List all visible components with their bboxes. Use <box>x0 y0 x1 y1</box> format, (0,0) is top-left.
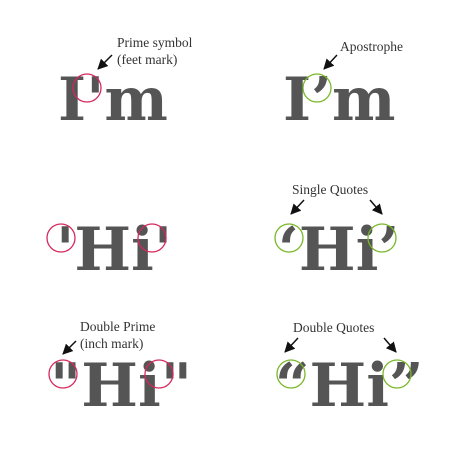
circle-highlight-icon <box>302 73 332 103</box>
word-hi-prime: 'Hi' <box>56 215 173 285</box>
arrow-icon <box>369 199 383 215</box>
arrow-icon <box>62 340 77 355</box>
arrow-icon <box>284 337 299 353</box>
caption-prime-symbol-line2: (feet mark) <box>117 52 178 67</box>
caption-double-prime-line1: Double Prime <box>80 319 156 334</box>
caption-apostrophe: Apostrophe <box>340 39 403 54</box>
word-hi-single-quotes: ‘Hi’ <box>278 215 400 285</box>
word-im-apostrophe: I’m <box>283 65 396 135</box>
word-hi-double-quotes: “Hi” <box>275 351 424 421</box>
caption-double-quotes: Double Quotes <box>293 320 375 335</box>
caption-single-quotes: Single Quotes <box>292 182 369 197</box>
circle-highlight-icon <box>48 359 78 389</box>
caption-prime-symbol-line1: Prime symbol <box>117 35 193 50</box>
arrow-icon <box>290 199 305 215</box>
word-im-prime: I'm <box>58 65 168 135</box>
arrow-icon <box>97 54 113 70</box>
circle-highlight-icon <box>367 223 397 253</box>
arrow-icon <box>383 337 397 353</box>
circle-highlight-icon <box>276 359 306 389</box>
circle-highlight-icon <box>144 359 174 389</box>
word-hi-double-prime: "Hi" <box>50 351 193 421</box>
circle-highlight-icon <box>382 359 412 389</box>
circle-highlight-icon <box>46 223 76 253</box>
arrow-icon <box>323 54 338 70</box>
circle-highlight-icon <box>72 73 102 103</box>
circle-highlight-icon <box>274 223 304 253</box>
circle-highlight-icon <box>137 223 167 253</box>
caption-double-prime-line2: (inch mark) <box>80 336 144 351</box>
